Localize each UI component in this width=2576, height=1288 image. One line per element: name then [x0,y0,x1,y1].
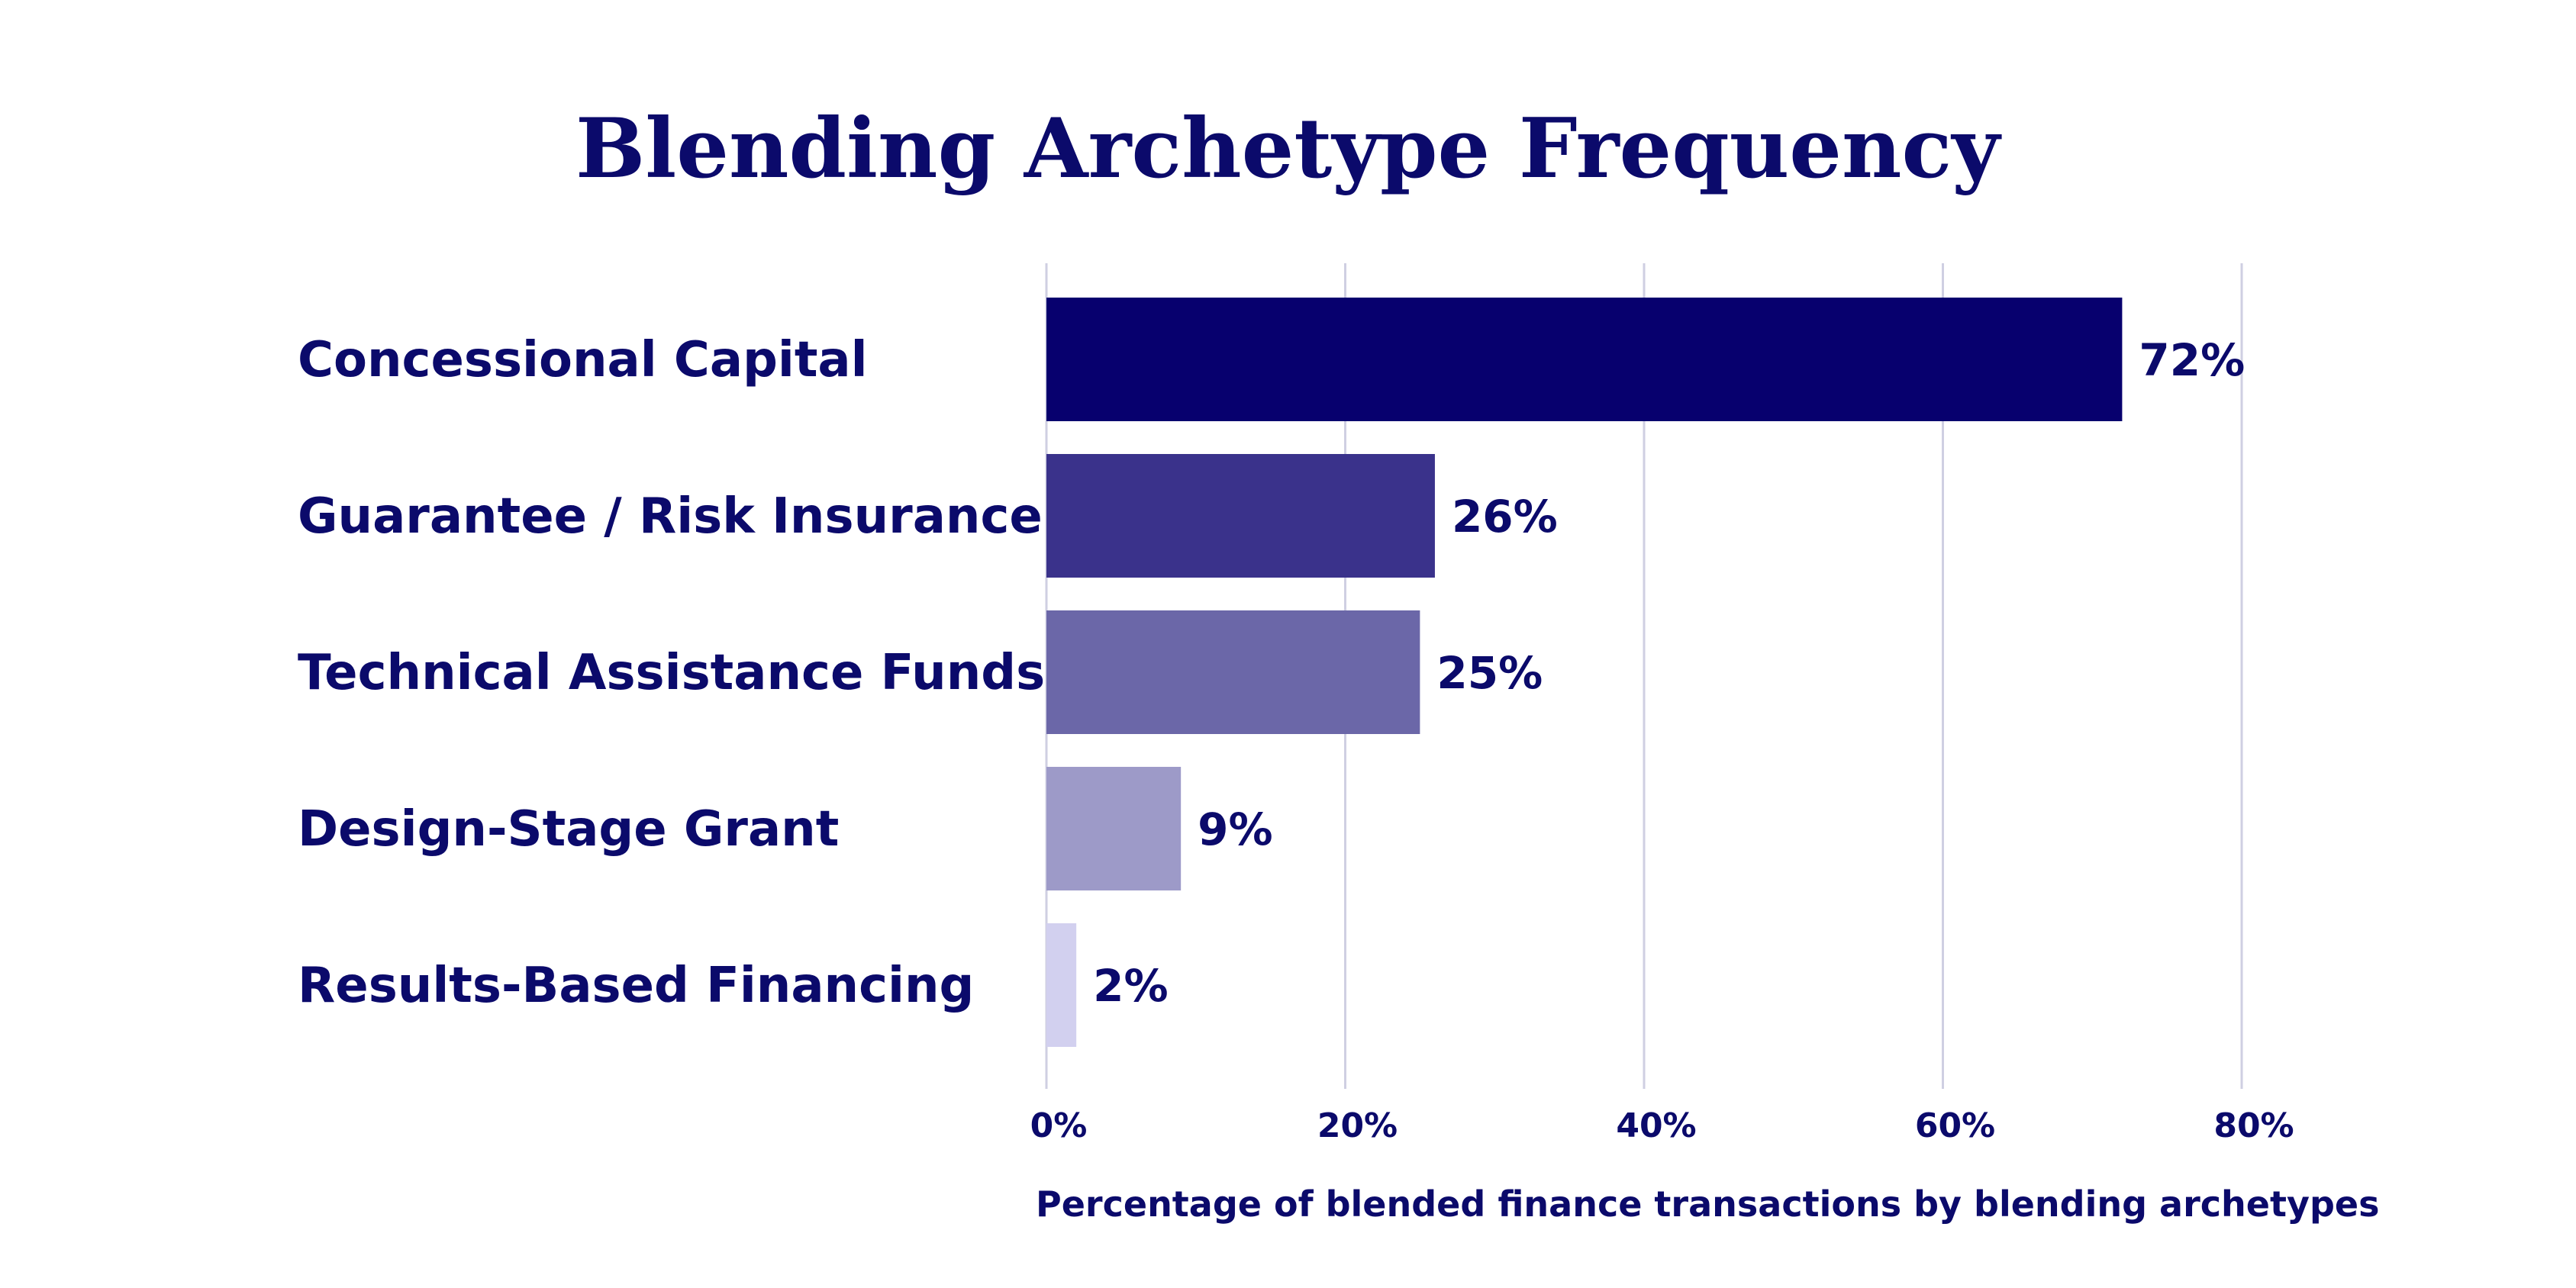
category-labels: Concessional Capital Guarantee / Risk Ins… [298,332,1045,1014]
x-tick-label: 20% [1317,1106,1398,1145]
bar [1046,610,1420,734]
category-label: Design-Stage Grant [298,801,839,858]
value-label: 2% [1093,960,1168,1012]
bar [1046,298,2123,421]
category-label: Results-Based Financing [298,958,974,1014]
value-labels: 72% 26% 25% 9% 2% [1093,334,2245,1012]
bar [1046,767,1182,890]
x-tick-label: 40% [1616,1106,1696,1145]
x-tick-label: 80% [2213,1106,2294,1145]
category-label: Guarantee / Risk Insurance [298,488,1043,545]
x-tick-label: 60% [1915,1106,1995,1145]
value-label: 25% [1436,647,1543,699]
value-label: 9% [1198,803,1272,855]
value-label: 26% [1452,491,1558,543]
value-label: 72% [2139,334,2245,386]
x-tick-label: 0% [1030,1106,1088,1145]
bar [1046,923,1077,1047]
category-label: Technical Assistance Funds [298,645,1045,701]
bar [1046,454,1435,578]
x-axis-ticks: 0% 20% 40% 60% 80% [1030,1106,2294,1145]
chart-title: Blending Archetype Frequency [575,101,2002,197]
bars [1046,298,2123,1047]
category-label: Concessional Capital [298,332,868,388]
x-axis-title: Percentage of blended finance transactio… [1036,1183,2379,1225]
